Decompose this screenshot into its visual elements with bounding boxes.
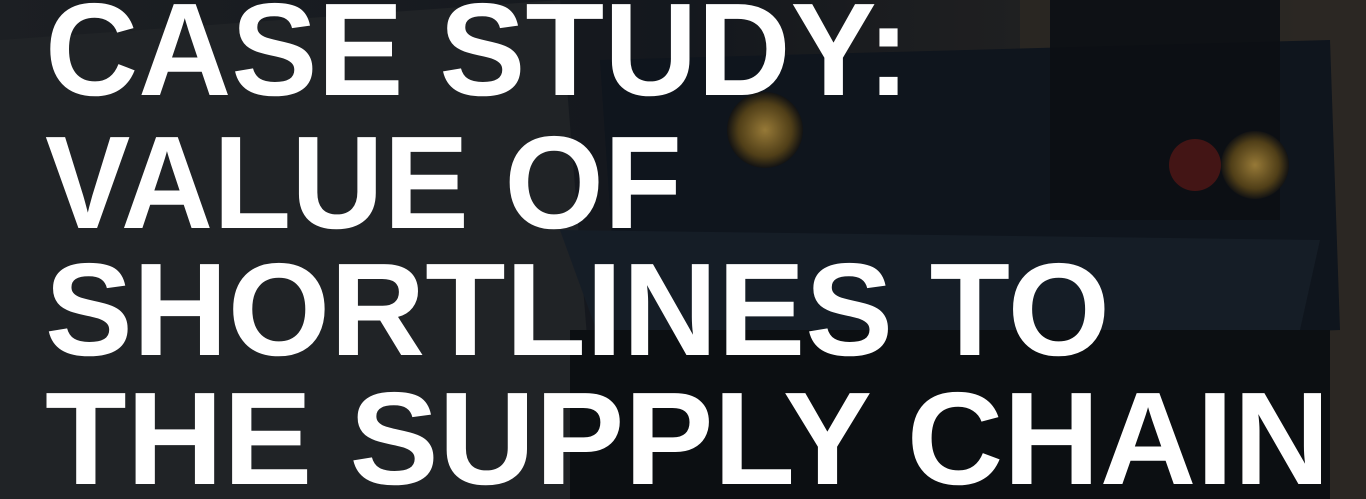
hero-banner: CASE STUDY: VALUE OF SHORTLINES TO THE S… <box>0 0 1366 499</box>
title-line: VALUE OF <box>45 109 682 256</box>
title-line: SHORTLINES TO <box>45 236 1110 383</box>
page: CASE STUDY: VALUE OF SHORTLINES TO THE S… <box>0 0 1366 499</box>
title-line: THE SUPPLY CHAIN <box>45 365 1330 499</box>
title-line: CASE STUDY: <box>45 0 910 123</box>
